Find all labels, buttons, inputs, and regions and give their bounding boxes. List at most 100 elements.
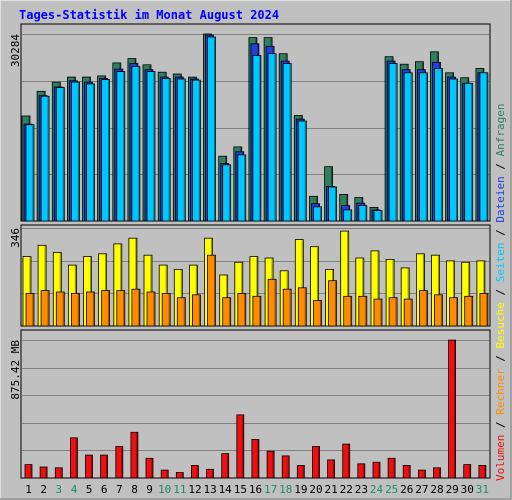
legend-item-volumen: Volumen	[494, 435, 507, 481]
panel-visits: 346	[9, 224, 491, 327]
bar-rechner-day-14	[222, 297, 232, 327]
bar-shade	[377, 251, 379, 326]
bar-shade	[32, 125, 34, 221]
bar-rechner-day-5	[86, 291, 95, 327]
bar-seiten-day-21	[328, 186, 338, 222]
bar-seiten-day-25	[388, 63, 398, 222]
bar-shade	[62, 88, 64, 221]
bar-shade	[135, 238, 137, 326]
bar-shade	[229, 165, 231, 221]
bar-shade	[289, 289, 291, 326]
bar-seiten-day-29	[449, 78, 459, 222]
x-tick-label-day-20: 20	[309, 483, 322, 496]
bar-rechner-day-8	[131, 288, 141, 327]
bar-shade	[105, 254, 107, 326]
bar-seiten-day-30	[464, 82, 474, 222]
bar-shade	[471, 83, 473, 221]
bar-shade	[47, 291, 49, 326]
bar-shade	[29, 257, 31, 326]
bar-shade	[90, 455, 93, 478]
bar-shade	[198, 80, 200, 221]
x-tick-label-day-2: 2	[40, 483, 47, 496]
bar-seiten-day-31	[479, 72, 489, 222]
bar-shade	[151, 458, 153, 478]
x-tick-label-day-17: 17	[264, 483, 277, 496]
bar-shade	[333, 460, 335, 478]
bar-shade	[75, 438, 77, 478]
bar-volumen-day-31	[478, 464, 487, 479]
bar-shade	[198, 295, 200, 326]
x-tick-label-day-9: 9	[146, 483, 153, 496]
bar-shade	[229, 298, 231, 326]
x-tick-label-day-5: 5	[86, 483, 93, 496]
bar-shade	[138, 67, 140, 221]
bar-shade	[259, 56, 261, 221]
bar-volumen-day-2	[39, 466, 48, 479]
bar-volumen-day-24	[372, 461, 381, 479]
x-tick-label-day-4: 4	[71, 483, 78, 496]
x-tick-label-day-25: 25	[385, 483, 398, 496]
x-tick-label-day-6: 6	[101, 483, 108, 496]
bar-seiten-day-17	[267, 53, 277, 222]
x-tick-label-day-1: 1	[25, 483, 32, 496]
bar-shade	[153, 292, 155, 326]
x-tick-label-day-13: 13	[203, 483, 216, 496]
bar-shade	[227, 454, 229, 478]
bar-shade	[410, 299, 412, 326]
bar-volumen-day-17	[266, 450, 275, 479]
bar-shade	[92, 84, 95, 221]
legend-separator: /	[494, 415, 507, 435]
bar-shade	[410, 73, 412, 221]
bar-shade	[257, 440, 259, 478]
x-tick-label-day-27: 27	[415, 483, 428, 496]
bar-shade	[244, 155, 246, 221]
bar-shade	[274, 279, 276, 326]
bar-shade	[365, 296, 367, 326]
bar-shade	[77, 294, 79, 326]
bar-shade	[211, 469, 214, 478]
bar-volumen-day-4	[70, 437, 78, 479]
bar-shade	[153, 72, 155, 221]
x-tick-label-day-31: 31	[476, 483, 489, 496]
x-tick-label-day-12: 12	[188, 483, 201, 496]
bar-shade	[272, 451, 274, 478]
bar-volumen-day-26	[402, 464, 411, 479]
bar-rechner-day-29	[449, 297, 459, 327]
bar-seiten-day-27	[418, 72, 428, 222]
bar-shade	[319, 207, 322, 221]
bar-shade	[45, 467, 47, 478]
legend-separator: /	[494, 282, 507, 302]
bar-shade	[168, 294, 170, 326]
bar-volumen-day-28	[433, 467, 441, 479]
bar-shade	[196, 466, 198, 478]
bar-seiten-day-14	[222, 164, 232, 222]
bar-shade	[302, 466, 304, 478]
bar-volumen-day-6	[100, 454, 108, 479]
bar-volumen-day-14	[221, 453, 230, 479]
bar-seiten-day-4	[71, 81, 80, 222]
bar-shade	[106, 455, 108, 478]
legend-item-dateien: Dateien	[494, 176, 507, 222]
y-axis-max-label: 346	[9, 228, 22, 248]
panel-hits: 30284	[9, 23, 491, 222]
x-tick-label-day-11: 11	[173, 483, 186, 496]
bar-rechner-day-26	[403, 298, 413, 327]
bar-volumen-day-18	[281, 455, 290, 479]
bar-seiten-day-15	[237, 154, 247, 222]
bar-shade	[378, 462, 380, 478]
legend-item-seiten: Seiten	[494, 243, 507, 283]
bar-rechner-day-1	[25, 292, 35, 327]
bar-shade	[89, 257, 92, 326]
bar-shade	[213, 37, 216, 221]
bar-rechner-day-4	[71, 292, 80, 327]
bar-rechner-day-25	[388, 297, 398, 327]
bar-seiten-day-18	[282, 63, 292, 222]
bar-volumen-day-13	[206, 468, 214, 479]
bar-shade	[123, 72, 125, 221]
bar-rechner-day-2	[40, 290, 50, 327]
bar-shade	[301, 240, 303, 326]
bar-shade	[183, 298, 185, 326]
bar-rechner-day-12	[191, 294, 201, 327]
x-tick-label-day-21: 21	[324, 483, 337, 496]
